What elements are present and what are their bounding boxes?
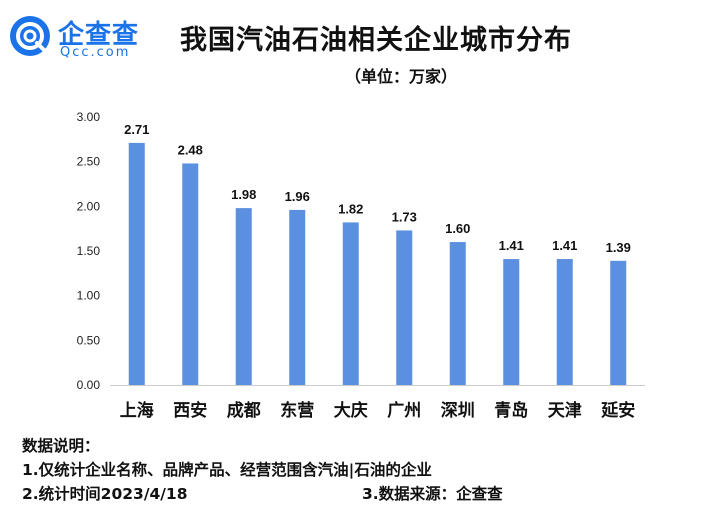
bar-3 (235, 208, 252, 385)
notes-heading: 数据说明： (22, 437, 100, 455)
data-label: 1.41 (499, 238, 524, 253)
y-tick-label: 0.00 (77, 378, 101, 392)
notes-row-2: 2.统计时间2023/4/18 3.数据来源：企查查 (22, 482, 702, 506)
bar-5 (342, 222, 359, 385)
data-label: 1.41 (552, 238, 577, 253)
notes-line-3: 3.数据来源：企查查 (362, 485, 503, 503)
notes-line-1: 1.仅统计企业名称、品牌产品、经营范围含汽油|石油的企业 (22, 461, 432, 479)
bar-10 (610, 260, 627, 385)
x-tick-label: 深圳 (441, 400, 475, 421)
data-label: 2.71 (124, 122, 149, 137)
x-tick-label: 天津 (548, 400, 582, 421)
bar-chart: 0.00 0.50 1.00 1.50 2.00 2.50 3.00 2.71 上海 2.48 西安… (77, 110, 645, 421)
data-notes: 数据说明： 1.仅统计企业名称、品牌产品、经营范围含汽油|石油的企业 2.统计时… (22, 434, 702, 506)
qcc-logo: 企查查 Qcc.com (8, 14, 168, 62)
y-tick-label: 2.50 (77, 155, 101, 169)
x-tick-label: 成都 (227, 400, 261, 421)
y-tick-label: 1.00 (77, 289, 101, 303)
x-tick-label: 青岛 (494, 400, 528, 421)
data-label: 1.98 (231, 187, 256, 202)
logo-text-cn: 企查查 (58, 20, 140, 50)
bar-6 (396, 230, 413, 385)
data-label: 1.96 (285, 189, 310, 204)
bar-7 (449, 242, 466, 385)
data-label: 1.82 (338, 201, 363, 216)
qcc-logo-icon (10, 16, 50, 56)
y-tick-label: 2.00 (77, 199, 101, 213)
bar-2 (182, 163, 199, 385)
y-tick-label: 3.00 (77, 110, 101, 124)
x-tick-label: 西安 (173, 400, 207, 421)
y-tick-label: 0.50 (77, 333, 101, 347)
bar-1 (128, 142, 145, 385)
data-label: 2.48 (178, 142, 203, 157)
x-tick-label: 大庆 (334, 400, 368, 421)
x-tick-label: 上海 (120, 400, 154, 421)
x-tick-label: 广州 (387, 400, 421, 421)
bar-9 (556, 259, 573, 385)
chart-title: 我国汽油石油相关企业城市分布 (180, 25, 572, 56)
x-tick-label: 东营 (280, 400, 314, 421)
logo-text-en: Qcc.com (60, 45, 131, 60)
data-label: 1.39 (606, 240, 631, 255)
y-tick-label: 1.50 (77, 244, 101, 258)
data-label: 1.60 (445, 221, 470, 236)
data-label: 1.73 (392, 209, 417, 224)
bar-4 (289, 209, 306, 385)
x-tick-label: 延安 (600, 400, 635, 421)
notes-line-2: 2.统计时间2023/4/18 (22, 485, 188, 503)
chart-subtitle: （单位：万家） (345, 67, 458, 86)
bar-8 (503, 259, 520, 385)
